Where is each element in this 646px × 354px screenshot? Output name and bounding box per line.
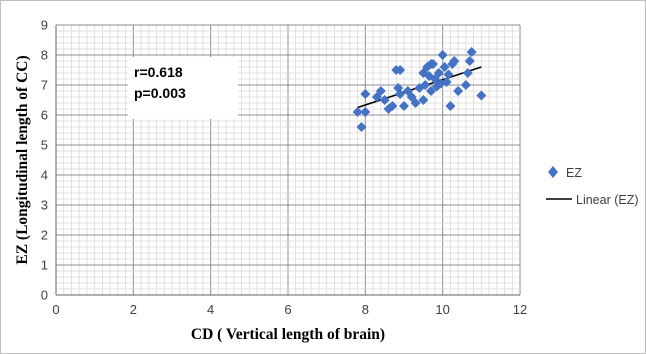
y-tick-label: 9 (41, 18, 48, 33)
x-tick-label: 10 (435, 302, 449, 317)
data-point (476, 90, 487, 101)
data-point (462, 68, 473, 78)
legend: EZ Linear (EZ) (546, 166, 639, 207)
data-point (360, 107, 371, 117)
data-point (387, 101, 398, 111)
y-tick-labels: 0 1 2 3 4 5 6 7 8 9 (41, 18, 48, 303)
data-point (437, 50, 448, 60)
data-point (466, 47, 477, 57)
x-axis-title: CD ( Vertical length of brain) (191, 326, 385, 343)
x-tick-label: 0 (52, 302, 59, 317)
y-tick-label: 4 (41, 168, 48, 183)
x-tick-label: 12 (513, 302, 527, 317)
gridlines (55, 24, 521, 296)
y-tick-label: 8 (41, 48, 48, 63)
data-point (410, 98, 421, 108)
legend-marker-ez (548, 166, 558, 178)
legend-label-linear: Linear (EZ) (576, 193, 639, 207)
legend-label-ez: EZ (566, 166, 582, 180)
x-tick-label: 2 (130, 302, 137, 317)
data-point (352, 107, 363, 117)
data-point (360, 89, 371, 99)
x-tick-label: 6 (284, 302, 291, 317)
data-point (441, 77, 452, 87)
data-point (356, 122, 367, 132)
data-point (445, 101, 456, 111)
data-points (352, 47, 487, 132)
data-point (464, 56, 475, 66)
data-point (426, 86, 437, 96)
data-point (433, 68, 444, 78)
data-point (428, 59, 438, 69)
annotation-r: r=0.618 (134, 64, 183, 80)
data-point (439, 62, 450, 72)
data-point (395, 89, 406, 99)
data-point (460, 80, 471, 90)
y-tick-label: 7 (41, 78, 48, 93)
data-point (443, 69, 454, 80)
data-point (449, 56, 460, 66)
y-axis-title: EZ (Longitudinal length of CC) (14, 55, 31, 264)
axes (55, 25, 520, 296)
y-tick-label: 5 (41, 138, 48, 153)
y-tick-label: 1 (41, 258, 48, 273)
data-point (418, 95, 429, 105)
y-tick-label: 0 (41, 288, 48, 303)
y-tick-label: 2 (41, 228, 48, 243)
data-point (420, 80, 431, 90)
x-tick-label: 4 (207, 302, 214, 317)
y-tick-label: 6 (41, 108, 48, 123)
data-point (453, 86, 464, 96)
data-point (395, 65, 406, 75)
x-tick-label: 8 (362, 302, 369, 317)
data-point (375, 86, 386, 96)
data-point (399, 101, 409, 111)
annotation-p: p=0.003 (134, 85, 186, 101)
stat-annotation-box: r=0.618 p=0.003 (128, 57, 238, 119)
x-tick-labels: 0 2 4 6 8 10 12 (52, 302, 527, 317)
data-point (379, 95, 390, 105)
y-tick-label: 3 (41, 198, 48, 213)
